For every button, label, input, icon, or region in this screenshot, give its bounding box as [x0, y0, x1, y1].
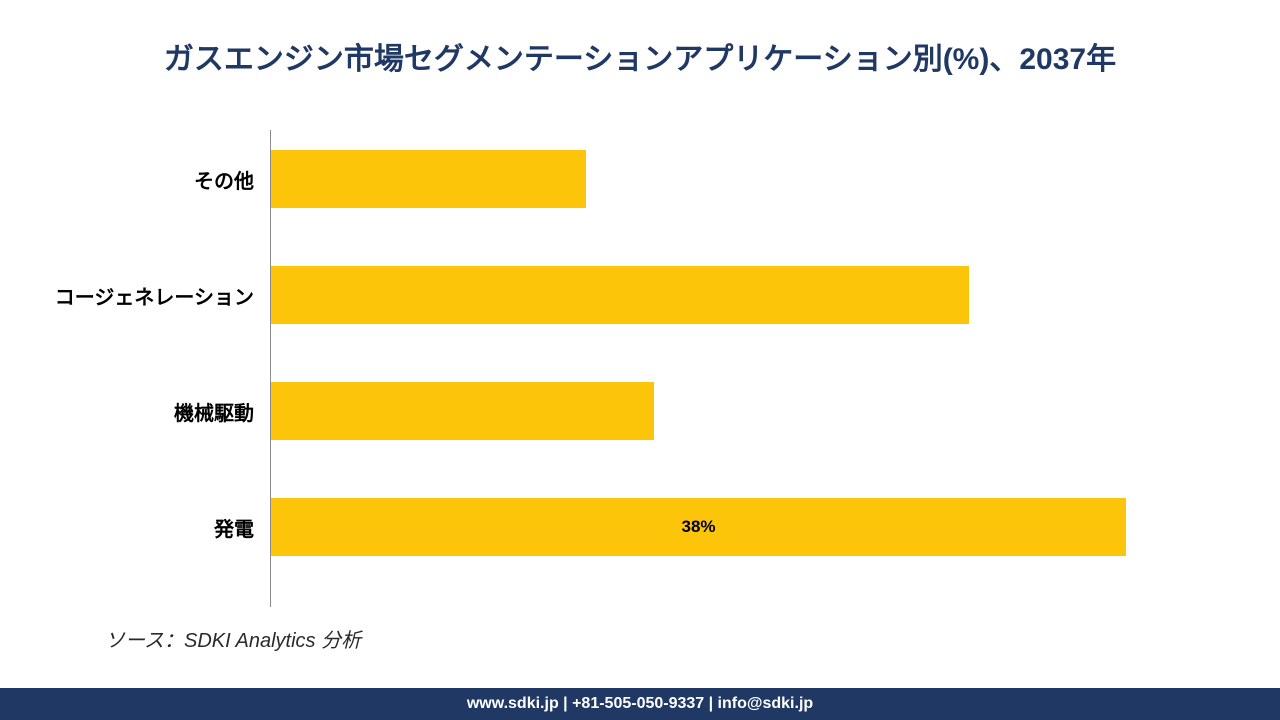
- bar: [271, 266, 969, 324]
- category-label: コージェネレーション: [0, 281, 254, 310]
- bar: [271, 382, 654, 440]
- chart-plot-area: 38%: [270, 130, 1170, 600]
- chart-title: ガスエンジン市場セグメンテーションアプリケーション別(%)、2037年: [0, 34, 1280, 78]
- x-axis-tick-origin: [270, 600, 271, 607]
- footer-text: www.sdki.jp | +81-505-050-9337 | info@sd…: [467, 695, 813, 713]
- bar-value-label: 38%: [681, 517, 715, 537]
- bar-row: [271, 382, 654, 440]
- footer-bar: www.sdki.jp | +81-505-050-9337 | info@sd…: [0, 688, 1280, 720]
- source-text: ソース：SDKI Analytics 分析: [105, 630, 361, 652]
- category-label: 機械駆動: [0, 397, 254, 426]
- source-attribution: ソース：SDKI Analytics 分析: [105, 624, 361, 653]
- page: ガスエンジン市場セグメンテーションアプリケーション別(%)、2037年 38% …: [0, 0, 1280, 720]
- bar: [271, 150, 586, 208]
- category-label: その他: [0, 165, 254, 194]
- bar-row: [271, 266, 969, 324]
- bar-row: [271, 150, 586, 208]
- bar-row: 38%: [271, 498, 1126, 556]
- bar: 38%: [271, 498, 1126, 556]
- category-label: 発電: [0, 513, 254, 542]
- chart-title-text: ガスエンジン市場セグメンテーションアプリケーション別(%)、2037年: [164, 43, 1116, 76]
